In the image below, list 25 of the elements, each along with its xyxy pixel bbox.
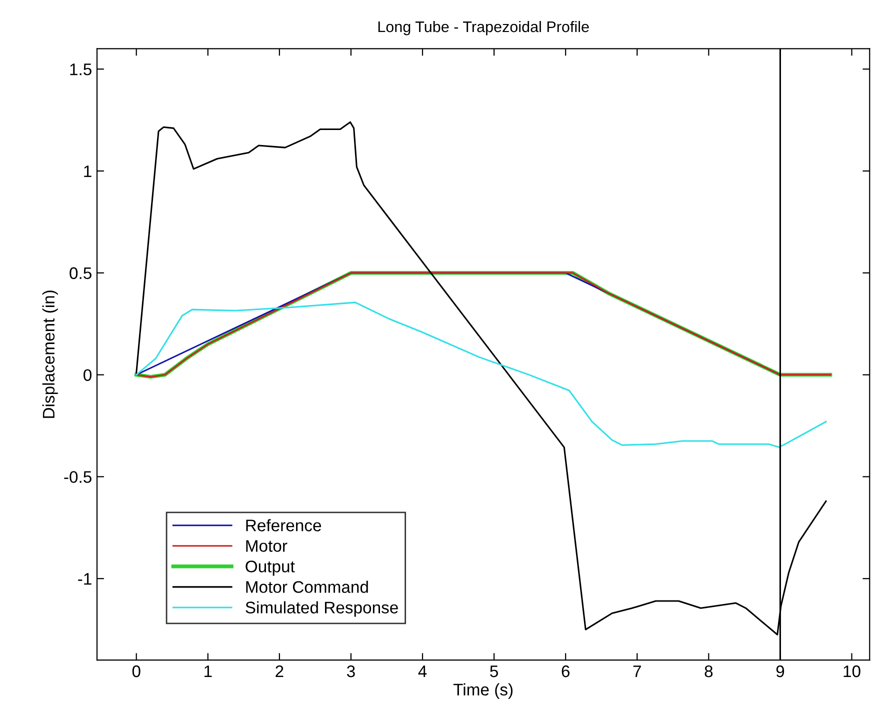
legend-label: Reference: [246, 519, 322, 532]
x-tick-label: 10: [844, 665, 860, 678]
x-tick-label: 8: [704, 665, 713, 678]
x-tick-label: 6: [562, 665, 570, 678]
y-tick-label: 0.5: [70, 267, 92, 280]
x-tick-label: 5: [490, 666, 498, 678]
y-tick-label: 1.5: [70, 64, 92, 76]
chart-title: Long Tube - Trapezoidal Profile: [378, 20, 589, 36]
y-tick-label: -0.5: [64, 471, 92, 483]
legend-label: Output: [246, 560, 295, 576]
legend-label: Motor: [246, 540, 288, 552]
y-tick-label: -1: [78, 573, 92, 585]
x-tick-label: 3: [346, 665, 355, 678]
x-tick-label: 9: [776, 665, 784, 678]
x-tick-label: 0: [132, 665, 140, 678]
y-axis-title: Displacement (in): [42, 290, 58, 418]
y-tick-label: 0: [84, 369, 92, 381]
x-axis-title: Time (s): [453, 683, 513, 699]
x-tick-label: 7: [633, 666, 641, 678]
x-tick-label: 1: [204, 666, 212, 678]
x-tick-label: 4: [418, 666, 427, 678]
x-tick-label: 2: [276, 665, 284, 678]
legend-label: Simulated Response: [246, 601, 398, 617]
legend-label: Motor Command: [246, 580, 368, 593]
y-tick-label: 1: [84, 166, 92, 178]
